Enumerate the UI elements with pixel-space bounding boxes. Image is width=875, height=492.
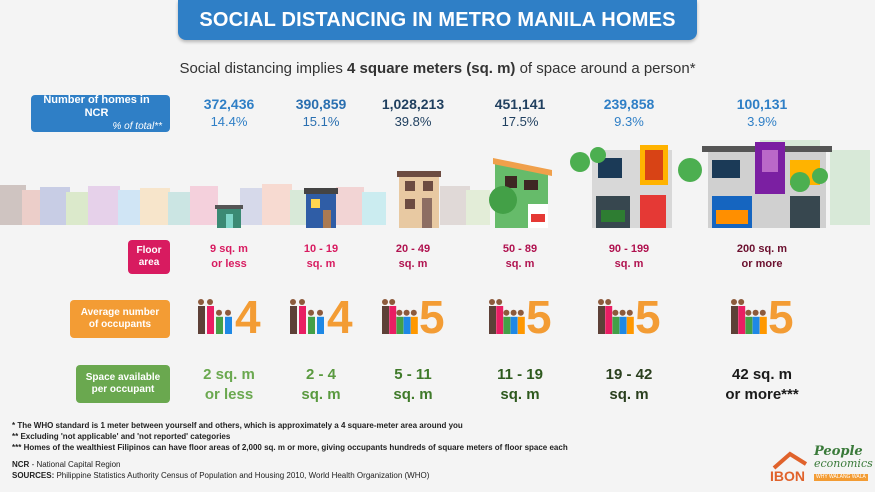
sources-label: SOURCES: [12, 471, 54, 480]
ncr-label: NCR [12, 460, 29, 469]
family-icon-4 [484, 292, 528, 336]
homes-percent-3: 39.8% [353, 114, 473, 129]
floor-area-6-line2: or more [702, 257, 822, 272]
space-5-line2: sq. m [569, 385, 689, 405]
homes-row-label: Number of homes in NCR % of total** [31, 95, 170, 132]
homes-count-6: 100,131 [702, 96, 822, 112]
ibon-logo-text: IBON [770, 468, 805, 484]
space-3-line1: 5 - 11 [353, 365, 473, 385]
family-icon-5 [593, 292, 637, 336]
ncr-note: NCR - National Capital Region [12, 459, 429, 470]
footnote-3: *** Homes of the wealthiest Filipinos ca… [12, 443, 568, 454]
family-icon-3 [377, 292, 421, 336]
floor-label-line2: area [139, 257, 160, 270]
source-block: NCR - National Capital Region SOURCES: P… [12, 459, 429, 481]
occupants-number-3: 5 [419, 294, 445, 340]
ncr-text: - National Capital Region [29, 460, 120, 469]
homes-percent-4: 17.5% [460, 114, 580, 129]
space-label-line2: per occupant [92, 384, 155, 397]
occupants-label-line1: Average number [81, 307, 160, 320]
homes-percent-6: 3.9% [702, 114, 822, 129]
family-icon-6 [726, 292, 770, 336]
sources-text: Philippine Statistics Authority Census o… [54, 471, 429, 480]
floor-area-3-line2: sq. m [353, 257, 473, 272]
footnote-1: * The WHO standard is 1 meter between yo… [12, 421, 568, 432]
house-2 [306, 193, 336, 228]
homes-count-4: 451,141 [460, 96, 580, 112]
occupants-number-1: 4 [235, 294, 261, 340]
floor-area-6-line1: 200 sq. m [702, 242, 822, 257]
space-row-label: Space available per occupant [76, 365, 170, 403]
occupants-number-4: 5 [526, 294, 552, 340]
homes-count-5: 239,858 [569, 96, 689, 112]
people-logo-tag: WHY WALANG WALA [814, 474, 868, 481]
floor-row-label: Floor area [128, 240, 170, 274]
occupants-number-2: 4 [327, 294, 353, 340]
space-6-line1: 42 sq. m [702, 365, 822, 385]
floor-area-4-line2: sq. m [460, 257, 580, 272]
homes-sublabel: % of total** [113, 121, 162, 134]
floor-area-4-line1: 50 - 89 [460, 242, 580, 257]
sources-note: SOURCES: Philippine Statistics Authority… [12, 470, 429, 481]
footnote-2: ** Excluding 'not applicable' and 'not r… [12, 432, 568, 443]
floor-area-5-line1: 90 - 199 [569, 242, 689, 257]
occupants-number-5: 5 [635, 294, 661, 340]
ibon-roof-icon [772, 448, 812, 470]
family-icon-1 [193, 292, 237, 336]
space-4-line2: sq. m [460, 385, 580, 405]
family-icon-2 [285, 292, 329, 336]
occupants-label-line2: of occupants [89, 319, 151, 332]
homes-percent-5: 9.3% [569, 114, 689, 129]
homes-count-3: 1,028,213 [353, 96, 473, 112]
space-4-line1: 11 - 19 [460, 365, 580, 385]
space-5-line1: 19 - 42 [569, 365, 689, 385]
homes-label: Number of homes in NCR [31, 94, 162, 122]
people-logo-line2: economics [814, 458, 872, 469]
floor-area-5-line2: sq. m [569, 257, 689, 272]
footnotes: * The WHO standard is 1 meter between yo… [12, 421, 568, 453]
space-3-line2: sq. m [353, 385, 473, 405]
ibon-logo: IBON [770, 448, 810, 484]
space-label-line1: Space available [86, 372, 161, 385]
occupants-row-label: Average number of occupants [70, 300, 170, 338]
space-6-line2: or more*** [702, 385, 822, 405]
floor-area-3-line1: 20 - 49 [353, 242, 473, 257]
people-economics-logo: People economics WHY WALANG WALA [814, 445, 872, 481]
occupants-number-6: 5 [768, 294, 794, 340]
floor-label-line1: Floor [137, 245, 162, 258]
